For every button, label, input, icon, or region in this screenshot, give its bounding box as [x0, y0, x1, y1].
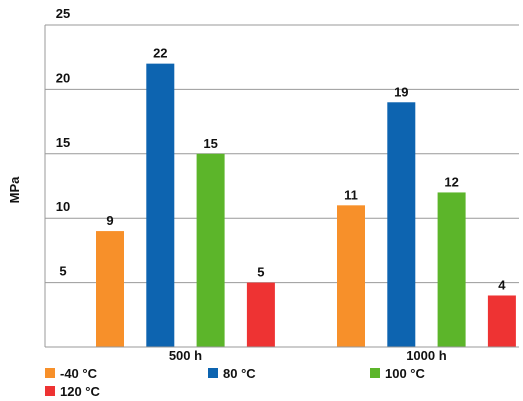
data-labels: 9 22 15 5 11 19 12 4 — [106, 46, 506, 293]
legend-swatch — [370, 368, 380, 378]
bar — [337, 205, 365, 347]
axes: 5 10 15 20 25 500 h 1000 h — [44, 6, 519, 363]
x-tick-label: 1000 h — [406, 348, 447, 363]
legend-swatch — [45, 386, 55, 396]
bar — [437, 192, 466, 347]
bar — [387, 102, 416, 347]
bar — [146, 63, 175, 347]
bar — [96, 231, 124, 347]
legend-label: 100 °C — [385, 366, 426, 381]
y-tick-label: 20 — [56, 70, 70, 85]
legend-label: -40 °C — [60, 366, 98, 381]
data-label: 12 — [444, 174, 458, 189]
y-tick-label: 15 — [56, 135, 70, 150]
legend-label: 120 °C — [60, 384, 101, 399]
legend-swatch — [45, 368, 55, 378]
legend: -40 °C 80 °C 100 °C 120 °C — [45, 366, 426, 399]
data-label: 22 — [153, 46, 167, 61]
y-axis-label: MPa — [7, 176, 22, 204]
bar — [196, 153, 225, 347]
data-label: 5 — [257, 265, 264, 280]
data-label: 19 — [394, 84, 408, 99]
data-label: 4 — [498, 277, 506, 292]
legend-label: 80 °C — [223, 366, 256, 381]
bar — [487, 295, 516, 347]
data-label: 11 — [344, 187, 358, 202]
legend-swatch — [208, 368, 218, 378]
y-tick-label: 10 — [56, 199, 70, 214]
y-tick-label: 25 — [56, 6, 70, 21]
bar — [246, 282, 275, 347]
data-label: 15 — [203, 136, 217, 151]
bars — [96, 63, 516, 347]
y-tick-label: 5 — [59, 264, 66, 279]
data-label: 9 — [106, 213, 113, 228]
x-tick-label: 500 h — [169, 348, 202, 363]
